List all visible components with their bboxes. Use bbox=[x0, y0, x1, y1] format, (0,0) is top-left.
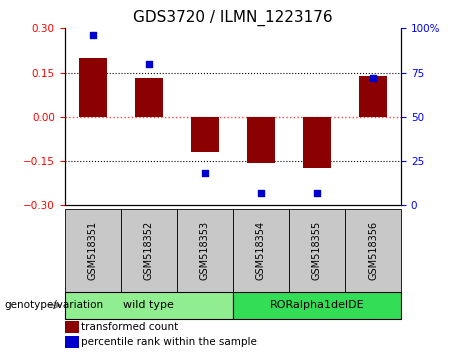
Text: GSM518355: GSM518355 bbox=[312, 221, 322, 280]
Bar bbox=[345, 209, 401, 292]
Bar bbox=[233, 209, 289, 292]
Text: percentile rank within the sample: percentile rank within the sample bbox=[81, 337, 257, 347]
Title: GDS3720 / ILMN_1223176: GDS3720 / ILMN_1223176 bbox=[133, 9, 333, 25]
Point bbox=[201, 171, 208, 176]
Bar bbox=[78, 58, 106, 117]
Bar bbox=[65, 292, 233, 319]
Point bbox=[313, 190, 321, 196]
Text: transformed count: transformed count bbox=[81, 322, 178, 332]
Text: RORalpha1delDE: RORalpha1delDE bbox=[270, 300, 364, 310]
Text: genotype/variation: genotype/variation bbox=[5, 300, 104, 310]
Point bbox=[369, 75, 377, 81]
Bar bbox=[65, 209, 121, 292]
Text: GSM518353: GSM518353 bbox=[200, 221, 210, 280]
Point bbox=[257, 190, 265, 196]
Bar bbox=[65, 321, 79, 333]
Text: GSM518354: GSM518354 bbox=[256, 221, 266, 280]
Bar bbox=[233, 292, 401, 319]
Text: wild type: wild type bbox=[123, 300, 174, 310]
Bar bbox=[359, 75, 387, 117]
Point bbox=[145, 61, 152, 67]
Bar bbox=[135, 79, 163, 117]
Bar bbox=[121, 209, 177, 292]
Bar bbox=[177, 209, 233, 292]
Bar bbox=[303, 117, 331, 169]
Bar bbox=[65, 336, 79, 348]
Text: GSM518352: GSM518352 bbox=[144, 221, 154, 280]
Text: GSM518351: GSM518351 bbox=[88, 221, 98, 280]
Text: GSM518356: GSM518356 bbox=[368, 221, 378, 280]
Bar bbox=[247, 117, 275, 162]
Bar bbox=[191, 117, 219, 152]
Bar bbox=[289, 209, 345, 292]
Point bbox=[89, 33, 96, 38]
